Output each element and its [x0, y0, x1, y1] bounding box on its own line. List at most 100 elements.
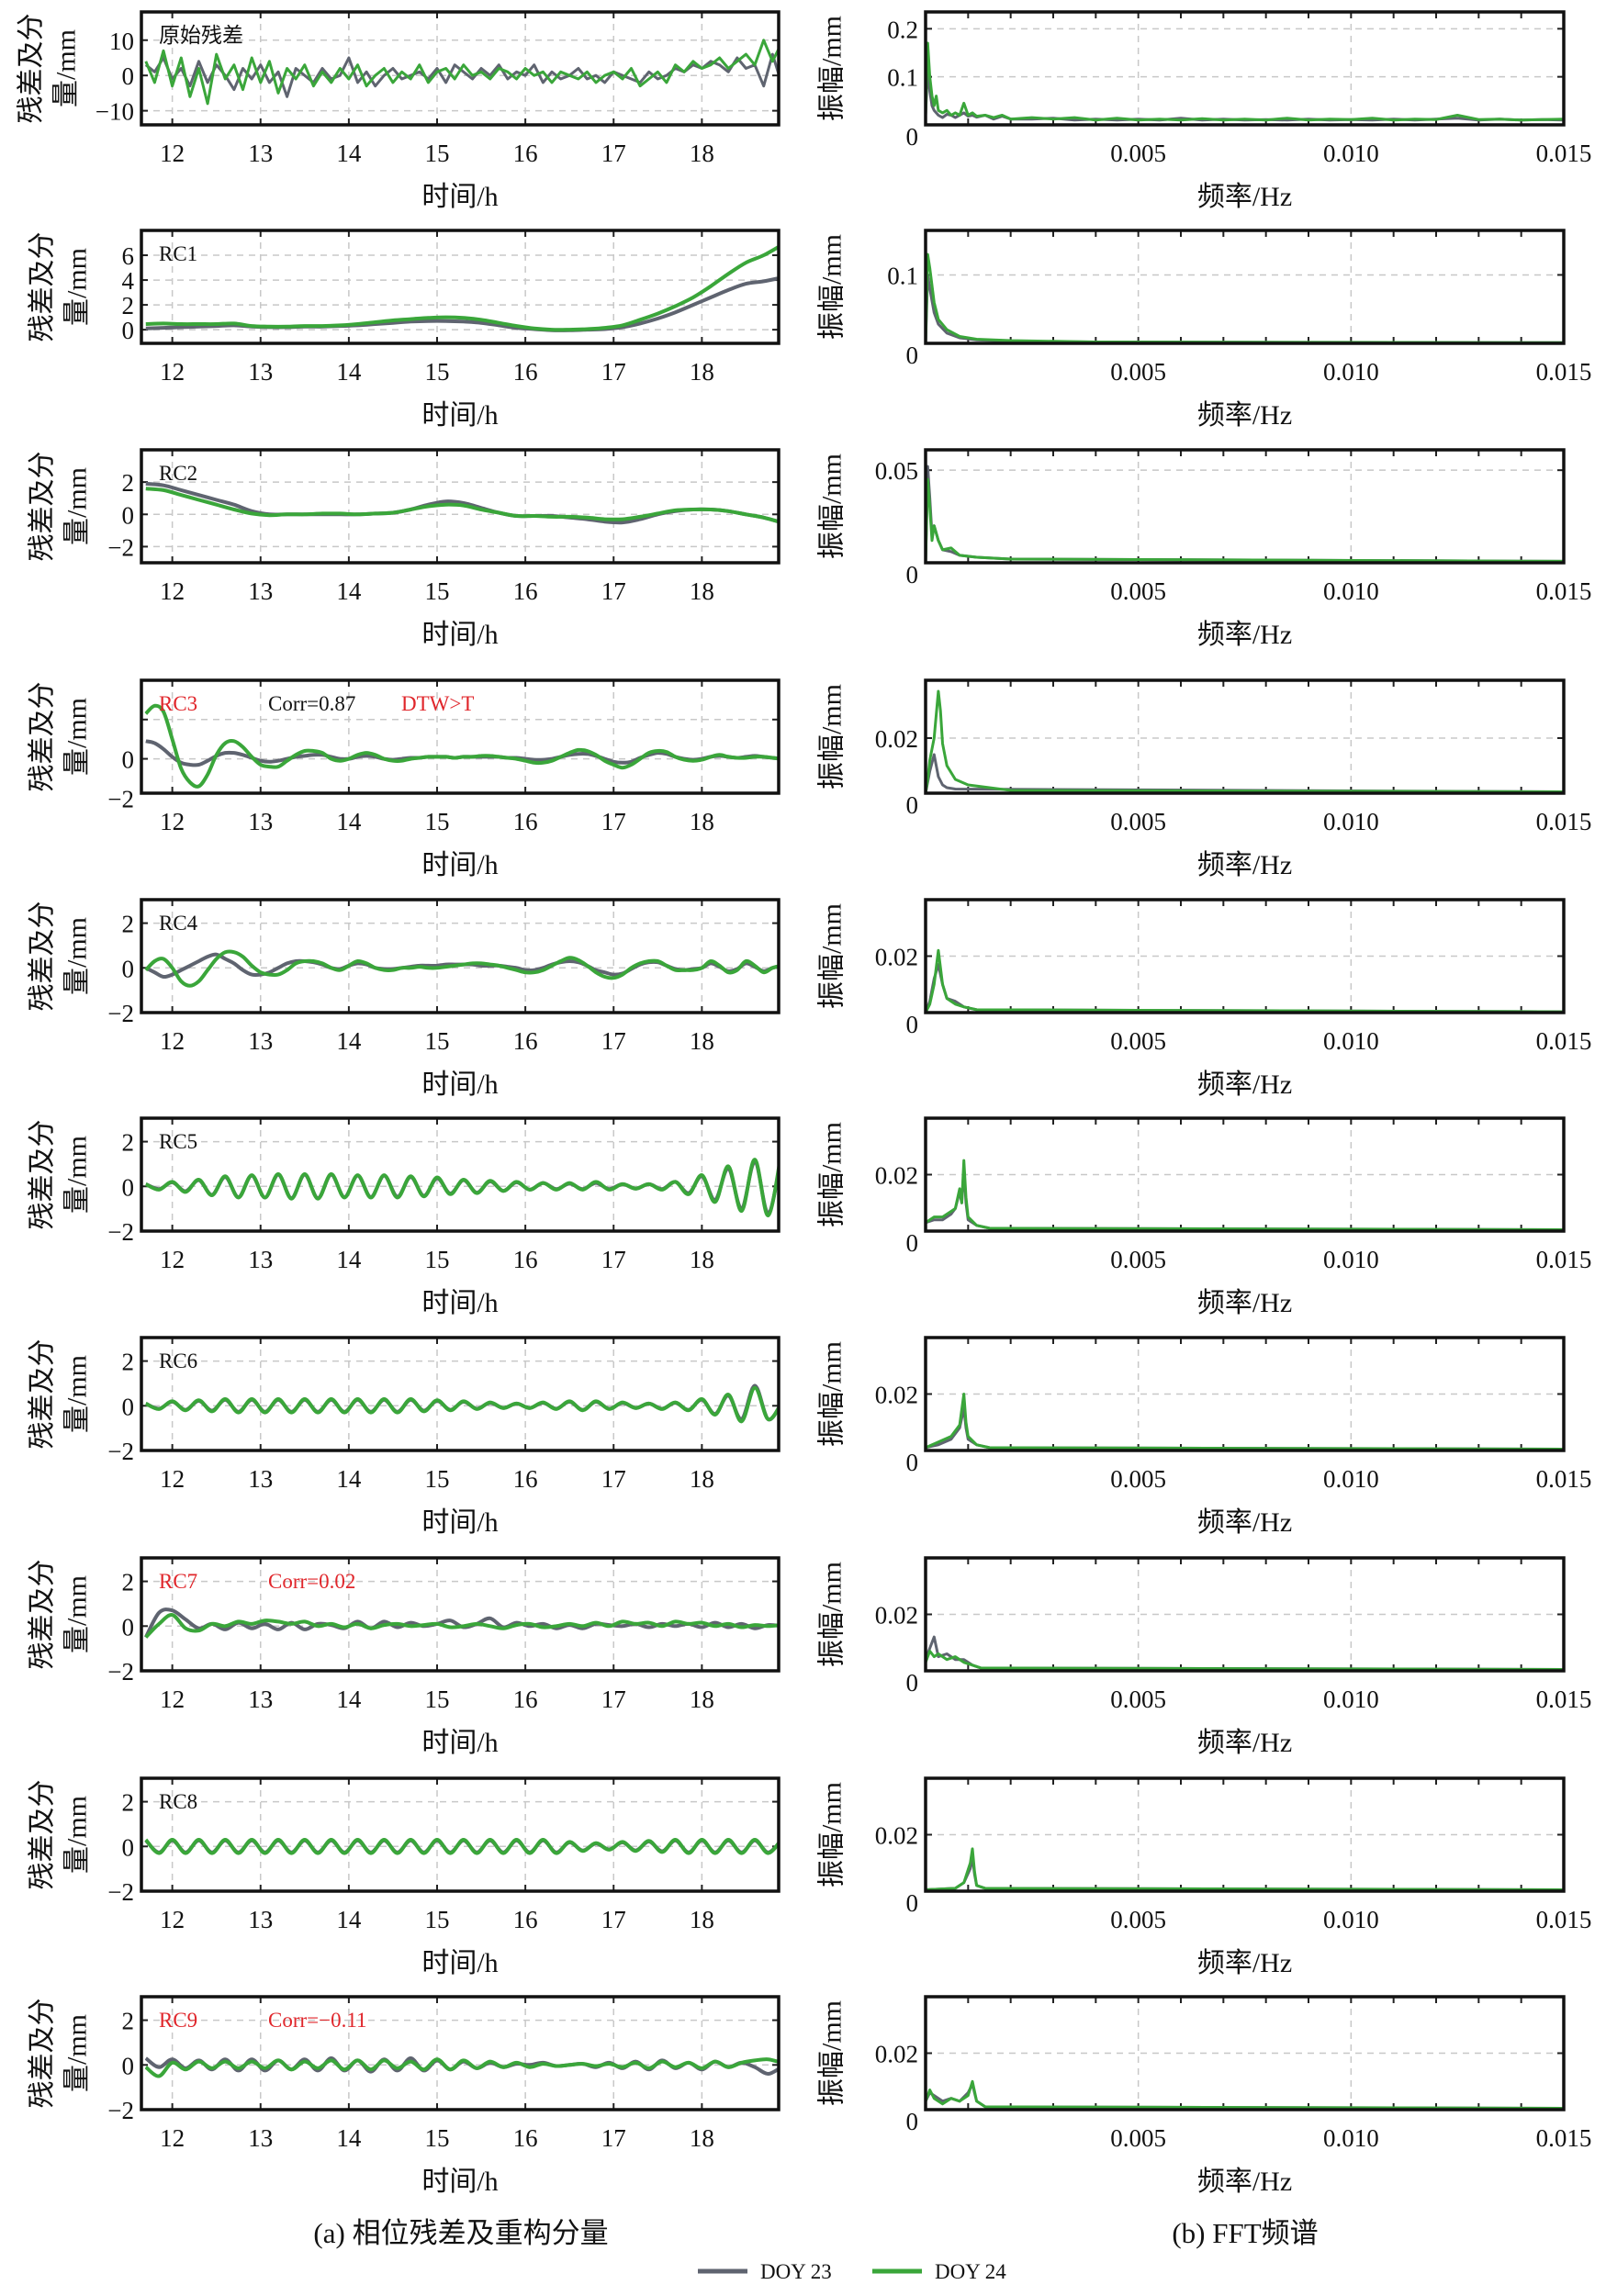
x-tick-label: 18 — [690, 1906, 714, 1933]
x-tick-label: 18 — [690, 2124, 714, 2152]
x-tick-label: 16 — [513, 1686, 538, 1713]
plot-frame — [140, 1776, 781, 1893]
y-tick-label: 2 — [122, 1349, 135, 1376]
plot-frame — [140, 1116, 781, 1233]
y-tick-label: 0 — [122, 1393, 135, 1420]
x-tick-label: 15 — [425, 577, 450, 605]
y-tick-label: 0 — [122, 2052, 135, 2079]
y-axis-label: 量/mm — [62, 698, 93, 776]
panel-rc8: 12 13 14 15 16 17 18 −2 0 2 时间/h 残差及分 量/mm RC8 — [28, 1776, 781, 1978]
annotation-label: DTW>T — [401, 692, 474, 715]
annotation-label: Corr=0.87 — [268, 692, 355, 715]
legend-label-doy24: DOY 24 — [935, 2260, 1006, 2283]
x-tick-label: 18 — [690, 1246, 714, 1273]
y-axis-label: 残差及分 — [28, 1560, 58, 1670]
x-axis-label: 频率/Hz — [1197, 1288, 1292, 1318]
y-axis-label: 量/mm — [62, 2014, 93, 2092]
x-tick-label: 0.010 — [1323, 1686, 1379, 1713]
x-tick-label: 12 — [160, 1906, 185, 1933]
y-axis-label: 振幅/mm — [817, 234, 848, 340]
annotation-label: RC8 — [159, 1790, 197, 1813]
plot-frame — [924, 898, 1566, 1014]
x-tick-label: 13 — [248, 1465, 273, 1493]
plot-frame — [924, 10, 1566, 127]
x-tick-label: 17 — [601, 1246, 626, 1273]
x-axis-label: 时间/h — [421, 1070, 498, 1100]
y-axis-label: 残差及分 — [28, 682, 58, 792]
x-tick-label: 17 — [601, 1906, 626, 1933]
y-axis-label: 残差及分 — [28, 452, 58, 562]
annotation-label: RC2 — [159, 462, 197, 485]
y-tick-label: 0 — [122, 1173, 135, 1201]
series-doy24-line — [926, 1650, 1564, 1671]
panel-rc7: 12 13 14 15 16 17 18 −2 0 2 时间/h 残差及分 量/mm RC7 Corr=0.… — [28, 1556, 781, 1758]
y-tick-label: 0 — [906, 342, 919, 369]
y-tick-label: 2 — [122, 2008, 135, 2035]
x-tick-label: 0.010 — [1323, 1246, 1379, 1273]
series-doy24-line — [144, 39, 779, 106]
x-tick-label: 0.005 — [1110, 1465, 1166, 1493]
y-axis-label: 振幅/mm — [817, 16, 848, 121]
y-axis-label: 量/mm — [51, 29, 82, 107]
x-tick-label: 13 — [248, 140, 273, 167]
x-tick-label: 0.015 — [1536, 140, 1592, 167]
x-tick-label: 15 — [425, 808, 450, 835]
y-axis-label: 残差及分 — [28, 1780, 58, 1890]
annotation-label: Corr=0.02 — [268, 1570, 355, 1593]
y-tick-label: 2 — [122, 292, 135, 319]
x-tick-label: 14 — [336, 2124, 362, 2152]
y-tick-label: 0.02 — [875, 1162, 918, 1190]
y-axis-label: 残差及分 — [28, 1339, 58, 1450]
y-tick-label: 2 — [122, 911, 135, 938]
y-tick-label: 0 — [906, 1889, 919, 1917]
y-tick-label: 0.02 — [875, 725, 918, 753]
y-tick-label: 0.05 — [875, 457, 918, 485]
x-tick-label: 13 — [248, 808, 273, 835]
y-axis-label: 振幅/mm — [817, 1341, 848, 1447]
x-tick-label: 14 — [336, 577, 362, 605]
y-tick-label: −10 — [95, 98, 134, 126]
series-doy23-line — [926, 963, 1564, 1013]
x-tick-label: 0.015 — [1536, 1465, 1592, 1493]
x-axis-label: 频率/Hz — [1197, 400, 1292, 431]
y-tick-label: 0.02 — [875, 1382, 918, 1409]
x-tick-label: 12 — [160, 808, 185, 835]
y-axis-label: 振幅/mm — [817, 1562, 848, 1667]
x-tick-label: 16 — [513, 1246, 538, 1273]
x-axis-label: 时间/h — [421, 850, 498, 880]
plot-frame — [140, 678, 781, 795]
y-axis-label: 量/mm — [62, 1355, 93, 1433]
y-axis-label: 振幅/mm — [817, 1782, 848, 1887]
x-tick-label: 17 — [601, 358, 626, 386]
y-axis-label: 残差及分 — [28, 1120, 58, 1230]
x-tick-label: 17 — [601, 140, 626, 167]
x-tick-label: 14 — [336, 1027, 362, 1055]
x-tick-label: 17 — [601, 1686, 626, 1713]
series-doy24-line — [926, 689, 1564, 793]
y-tick-label: 0.1 — [887, 64, 918, 92]
series-doy24-line — [926, 1847, 1564, 1891]
y-axis-label: 振幅/mm — [817, 454, 848, 559]
x-tick-label: 16 — [513, 1027, 538, 1055]
x-axis-label: 时间/h — [421, 2167, 498, 2197]
x-tick-label: 12 — [160, 1246, 185, 1273]
y-tick-label: 2 — [122, 1569, 135, 1596]
plot-frame — [140, 1556, 781, 1673]
series-doy24-line — [144, 2057, 779, 2078]
y-tick-label: −2 — [107, 533, 134, 561]
y-tick-label: 10 — [109, 28, 134, 55]
y-tick-label: −2 — [107, 1878, 134, 1906]
y-tick-label: 0 — [906, 1669, 919, 1697]
annotation-label: RC3 — [159, 692, 197, 715]
legend-label-doy23: DOY 23 — [760, 2260, 832, 2283]
x-tick-label: 0.005 — [1110, 808, 1166, 835]
x-axis-label: 时间/h — [421, 1948, 498, 1978]
x-tick-label: 16 — [513, 358, 538, 386]
y-tick-label: −2 — [107, 1438, 134, 1465]
x-axis-label: 频率/Hz — [1197, 2167, 1292, 2197]
plot-frame — [140, 448, 781, 565]
y-tick-label: 0 — [906, 561, 919, 588]
series-doy23-line — [926, 1406, 1564, 1450]
series-doy24-line — [926, 2079, 1564, 2110]
